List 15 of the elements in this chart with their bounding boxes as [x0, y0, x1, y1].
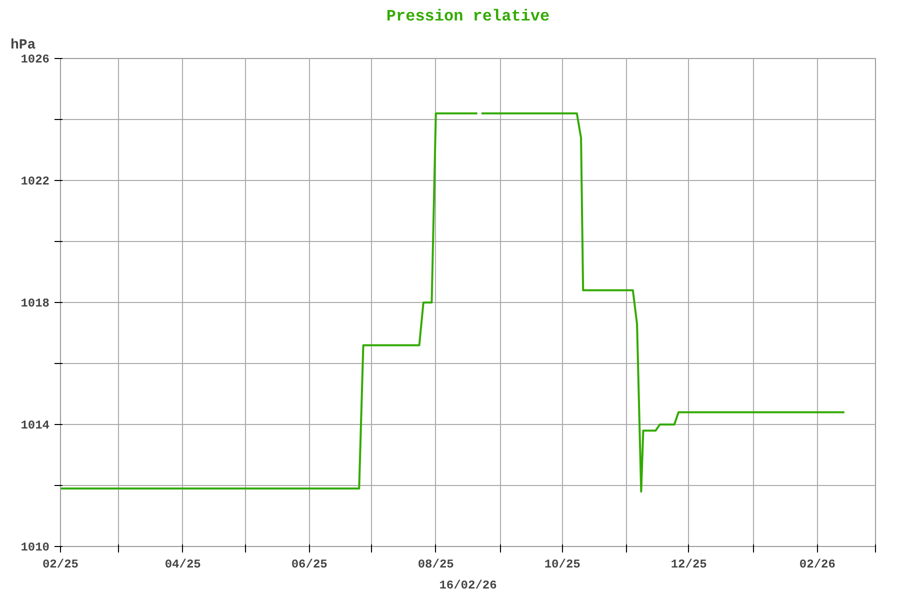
y-tick-label: 1026 [20, 52, 50, 66]
x-axis-title: 16/02/26 [439, 578, 497, 592]
y-tick-label: 1022 [20, 174, 50, 188]
x-tick-label: 02/25 [42, 558, 79, 572]
x-tick-label: 06/25 [291, 558, 328, 572]
y-axis-title: hPa [10, 38, 36, 54]
chart-title: Pression relative [386, 8, 550, 26]
x-tick-label: 10/25 [544, 558, 580, 572]
x-tick-label: 02/26 [799, 558, 836, 572]
x-tick-label: 08/25 [418, 558, 454, 572]
y-tick-label: 1014 [20, 418, 50, 432]
x-tick-label: 12/25 [670, 558, 707, 572]
y-tick-label: 1010 [20, 540, 50, 554]
y-tick-label: 1018 [20, 296, 50, 310]
x-tick-label: 04/25 [164, 558, 201, 572]
